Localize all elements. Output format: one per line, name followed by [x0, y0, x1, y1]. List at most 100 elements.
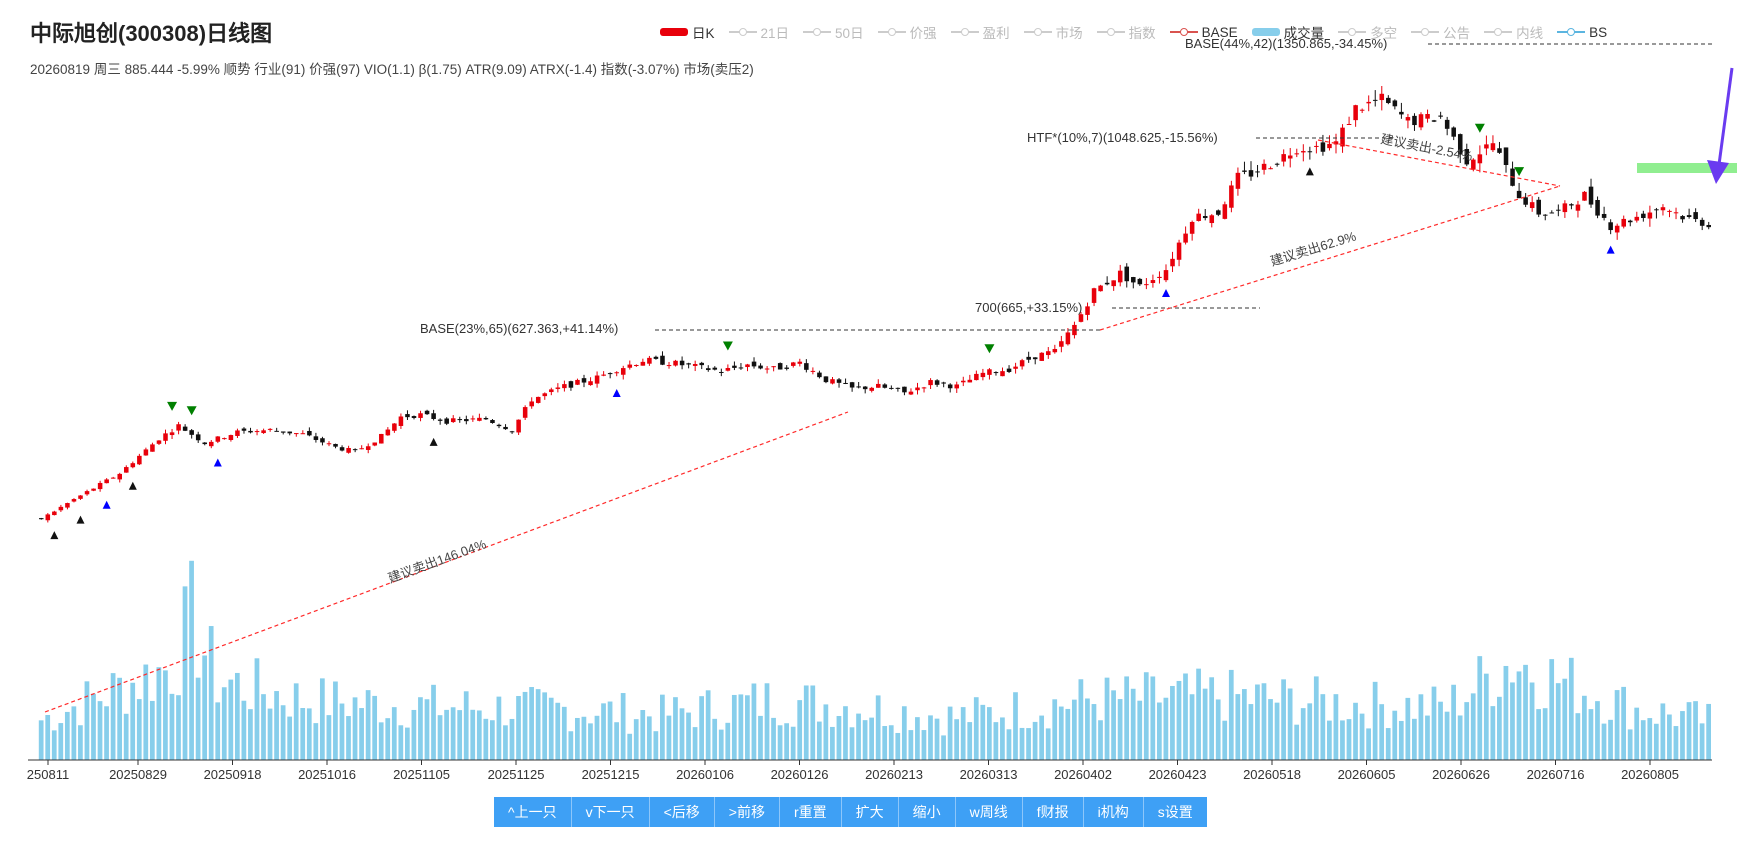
- candle: [692, 360, 698, 372]
- volume-bar: [1209, 677, 1215, 760]
- legend-item-10[interactable]: 公告: [1411, 22, 1470, 42]
- volume-bar: [1542, 708, 1548, 760]
- legend-label: 盈利: [982, 26, 1010, 41]
- volume-bar: [758, 715, 763, 760]
- volume-bar: [1065, 708, 1071, 760]
- legend-item-9[interactable]: 多空: [1338, 22, 1397, 42]
- candle: [1542, 214, 1548, 221]
- volume-bar: [1294, 724, 1300, 760]
- legend-item-1[interactable]: 21日: [728, 22, 789, 42]
- legend-label: 成交量: [1283, 26, 1325, 41]
- volume-bar: [1006, 729, 1012, 760]
- candle: [241, 427, 247, 434]
- legend-item-12[interactable]: BS: [1557, 25, 1607, 40]
- volume-bar: [424, 699, 430, 760]
- candle: [457, 416, 463, 423]
- legend-marker: [877, 28, 906, 36]
- volume-bar: [483, 718, 489, 760]
- volume-bar: [1464, 702, 1470, 760]
- candle: [1333, 133, 1339, 154]
- volume-bar: [588, 723, 593, 760]
- zoom-out-button[interactable]: 缩小: [898, 797, 956, 827]
- reset-button[interactable]: r重置: [779, 797, 842, 827]
- candle: [254, 429, 260, 436]
- volume-bar: [457, 710, 463, 760]
- volume-bar: [38, 720, 44, 760]
- candle: [1627, 219, 1633, 227]
- candle: [1274, 162, 1280, 167]
- signal-marker: [128, 481, 137, 490]
- volume-bar: [1274, 702, 1280, 760]
- volume-bar: [182, 586, 188, 760]
- candle: [424, 409, 430, 415]
- candle: [1307, 146, 1313, 160]
- volume-bar: [908, 730, 914, 760]
- volume-bar: [1412, 718, 1417, 760]
- shift-back-button[interactable]: <后移: [649, 797, 715, 827]
- legend-label: BS: [1589, 24, 1608, 40]
- weekly-button[interactable]: w周线: [955, 797, 1023, 827]
- volume-bar: [202, 655, 208, 760]
- candle: [764, 366, 770, 374]
- volume-bar: [274, 691, 279, 760]
- volume-bar: [1268, 699, 1273, 760]
- candle: [1046, 347, 1051, 359]
- candle: [509, 430, 515, 434]
- volume-bar: [620, 693, 626, 760]
- volume-bar: [594, 715, 600, 760]
- shift-forward-button[interactable]: >前移: [714, 797, 780, 827]
- candle: [529, 397, 534, 409]
- volume-bar: [1457, 715, 1463, 760]
- candle: [1412, 113, 1417, 131]
- signal-marker: [1606, 245, 1615, 254]
- legend-item-8[interactable]: 成交量: [1251, 22, 1325, 42]
- candle: [71, 498, 77, 503]
- volume-bar: [1693, 701, 1698, 760]
- candle: [1392, 99, 1398, 110]
- volume-bar: [215, 702, 221, 760]
- legend-item-0[interactable]: 日K: [660, 22, 715, 42]
- candle: [1569, 203, 1574, 210]
- candle: [352, 448, 358, 453]
- institutions-button[interactable]: i机构: [1083, 797, 1144, 827]
- candle: [97, 480, 103, 492]
- candle: [235, 428, 240, 439]
- candle: [1660, 204, 1666, 216]
- volume-bar: [986, 707, 992, 760]
- volume-bar: [1085, 698, 1090, 760]
- settings-button[interactable]: s设置: [1143, 797, 1207, 827]
- candle: [790, 361, 796, 368]
- candle: [503, 424, 508, 430]
- volume-bar: [601, 703, 606, 760]
- legend-item-4[interactable]: 盈利: [950, 22, 1010, 42]
- volume-bar: [646, 716, 652, 760]
- candle: [189, 429, 194, 439]
- volume-bar: [1326, 720, 1332, 760]
- candle: [993, 371, 999, 376]
- candle: [496, 423, 502, 429]
- zoom-in-button[interactable]: 扩大: [841, 797, 899, 827]
- next-stock-button[interactable]: v下一只: [571, 797, 650, 827]
- volume-bar: [293, 683, 299, 760]
- candle: [967, 374, 973, 383]
- legend-item-5[interactable]: 市场: [1023, 22, 1083, 42]
- candle: [555, 383, 561, 393]
- volume-bar: [1438, 701, 1443, 760]
- candle: [1425, 109, 1430, 123]
- x-tick-label: 20251215: [582, 767, 640, 782]
- legend-item-6[interactable]: 指数: [1096, 22, 1156, 42]
- candle: [1013, 362, 1018, 374]
- legend-item-2[interactable]: 50日: [803, 22, 864, 42]
- candle: [372, 442, 378, 447]
- prev-stock-button[interactable]: ^上一只: [494, 797, 572, 827]
- volume-bar: [1673, 726, 1679, 760]
- legend-item-11[interactable]: 内线: [1484, 22, 1543, 42]
- legend-item-3[interactable]: 价强: [877, 22, 937, 42]
- volume-bar: [123, 713, 129, 760]
- financials-button[interactable]: f财报: [1022, 797, 1084, 827]
- volume-bar: [1536, 709, 1541, 760]
- candle: [869, 386, 874, 393]
- candle: [1222, 201, 1228, 220]
- legend-item-7[interactable]: BASE: [1169, 25, 1238, 40]
- volume-bar: [404, 727, 410, 760]
